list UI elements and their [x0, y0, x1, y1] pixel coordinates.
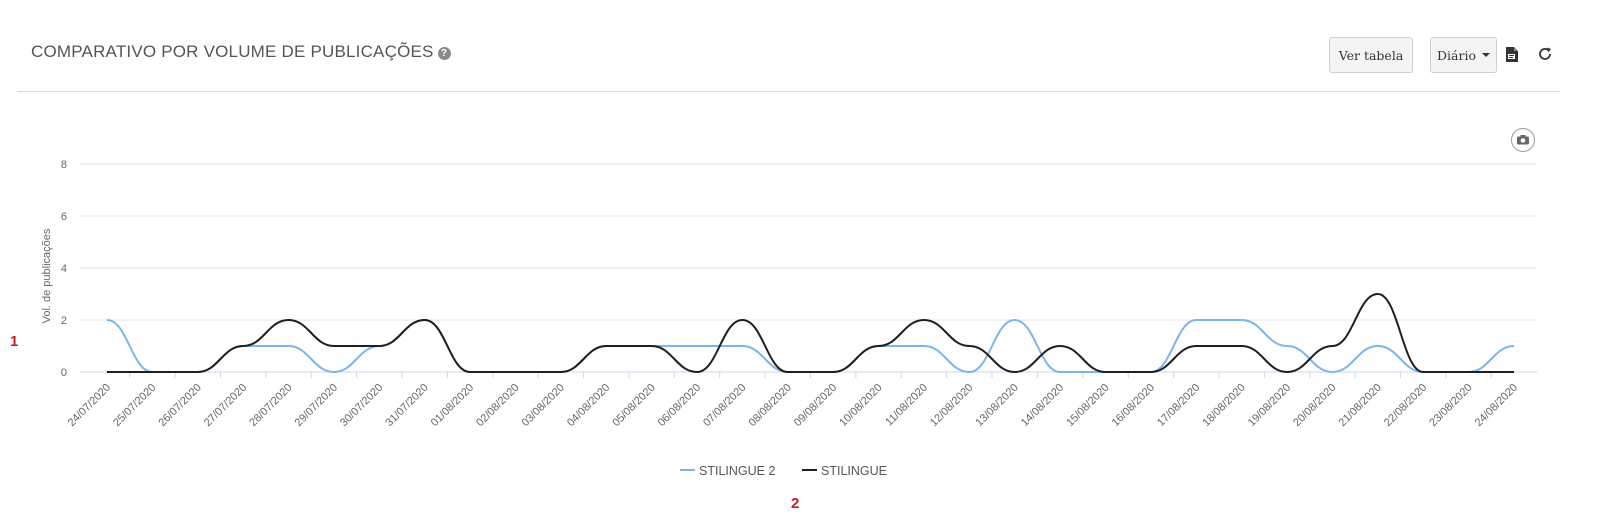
x-tick-label: 31/07/2020: [383, 382, 430, 429]
y-tick-label: 6: [61, 211, 67, 223]
x-tick-label: 13/08/2020: [973, 382, 1020, 429]
x-tick-label: 27/07/2020: [202, 382, 249, 429]
x-tick-label: 14/08/2020: [1019, 382, 1066, 429]
line-chart: 0 2 4 6 8 Vol. de publicações 24/07/202025/07/…: [41, 159, 1537, 478]
x-tick-label: 25/07/2020: [111, 382, 158, 429]
series-line-stilingue-2: [106, 319, 1515, 373]
x-tick-label: 10/08/2020: [837, 382, 884, 429]
x-tick-label: 06/08/2020: [656, 382, 703, 429]
x-tick-label: 21/08/2020: [1337, 382, 1384, 429]
x-tick-label: 22/08/2020: [1382, 382, 1429, 429]
x-tick-label: 07/08/2020: [701, 382, 748, 429]
x-tick-label: 11/08/2020: [883, 382, 930, 429]
y-tick-label: 0: [61, 367, 67, 379]
x-tick-label: 16/08/2020: [1110, 382, 1157, 429]
x-tick-label: 12/08/2020: [928, 382, 975, 429]
camera-icon[interactable]: [1511, 128, 1535, 152]
x-tick-label: 24/08/2020: [1473, 382, 1520, 429]
caret-down-icon: [1481, 53, 1490, 57]
legend-item-label: STILINGUE 2: [699, 464, 775, 478]
y-tick-label: 4: [61, 263, 67, 275]
view-table-button[interactable]: Ver tabela: [1329, 37, 1413, 73]
title-text: COMPARATIVO POR VOLUME DE PUBLICAÇÕES: [31, 42, 434, 61]
period-dropdown[interactable]: Diário: [1430, 37, 1497, 73]
x-tick-label: 17/08/2020: [1155, 382, 1202, 429]
annotation-marker-2: 2: [791, 495, 800, 512]
x-tick-label: 28/07/2020: [247, 382, 294, 429]
legend-item-label: STILINGUE: [821, 464, 887, 478]
x-tick-label: 29/07/2020: [293, 382, 340, 429]
y-tick-label: 2: [61, 315, 67, 327]
period-dropdown-label: Diário: [1437, 47, 1476, 63]
x-tick-label: 20/08/2020: [1291, 382, 1338, 429]
x-tick-label: 30/07/2020: [338, 382, 385, 429]
x-tick-label: 05/08/2020: [610, 382, 657, 429]
camera-glyph: [1517, 135, 1529, 145]
annotation-marker-1: 1: [10, 333, 19, 350]
x-tick-label: 02/08/2020: [474, 382, 521, 429]
refresh-icon[interactable]: [1537, 46, 1553, 62]
question-circle-icon[interactable]: ?: [437, 47, 451, 60]
x-tick-label: 09/08/2020: [792, 382, 839, 429]
x-tick-label: 08/08/2020: [747, 382, 794, 429]
pdf-icon[interactable]: [1505, 47, 1518, 62]
x-tick-label: 01/08/2020: [429, 382, 476, 429]
y-tick-label: 8: [61, 159, 67, 171]
x-tick-label: 19/08/2020: [1246, 382, 1293, 429]
x-tick-label: 18/08/2020: [1200, 382, 1247, 429]
x-tick-label: 04/08/2020: [565, 382, 612, 429]
x-tick-label: 03/08/2020: [520, 382, 567, 429]
x-tick-label: 26/07/2020: [156, 382, 203, 429]
series-line-stilingue: [107, 293, 1514, 373]
y-axis-title: Vol. de publicações: [41, 228, 53, 323]
x-tick-label: 24/07/2020: [66, 382, 113, 429]
x-tick-label: 23/08/2020: [1427, 382, 1474, 429]
page-title: COMPARATIVO POR VOLUME DE PUBLICAÇÕES?: [31, 42, 451, 62]
x-tick-label: 15/08/2020: [1064, 382, 1111, 429]
header-divider: [17, 91, 1560, 92]
chart-header: COMPARATIVO POR VOLUME DE PUBLICAÇÕES? V…: [0, 0, 1600, 92]
